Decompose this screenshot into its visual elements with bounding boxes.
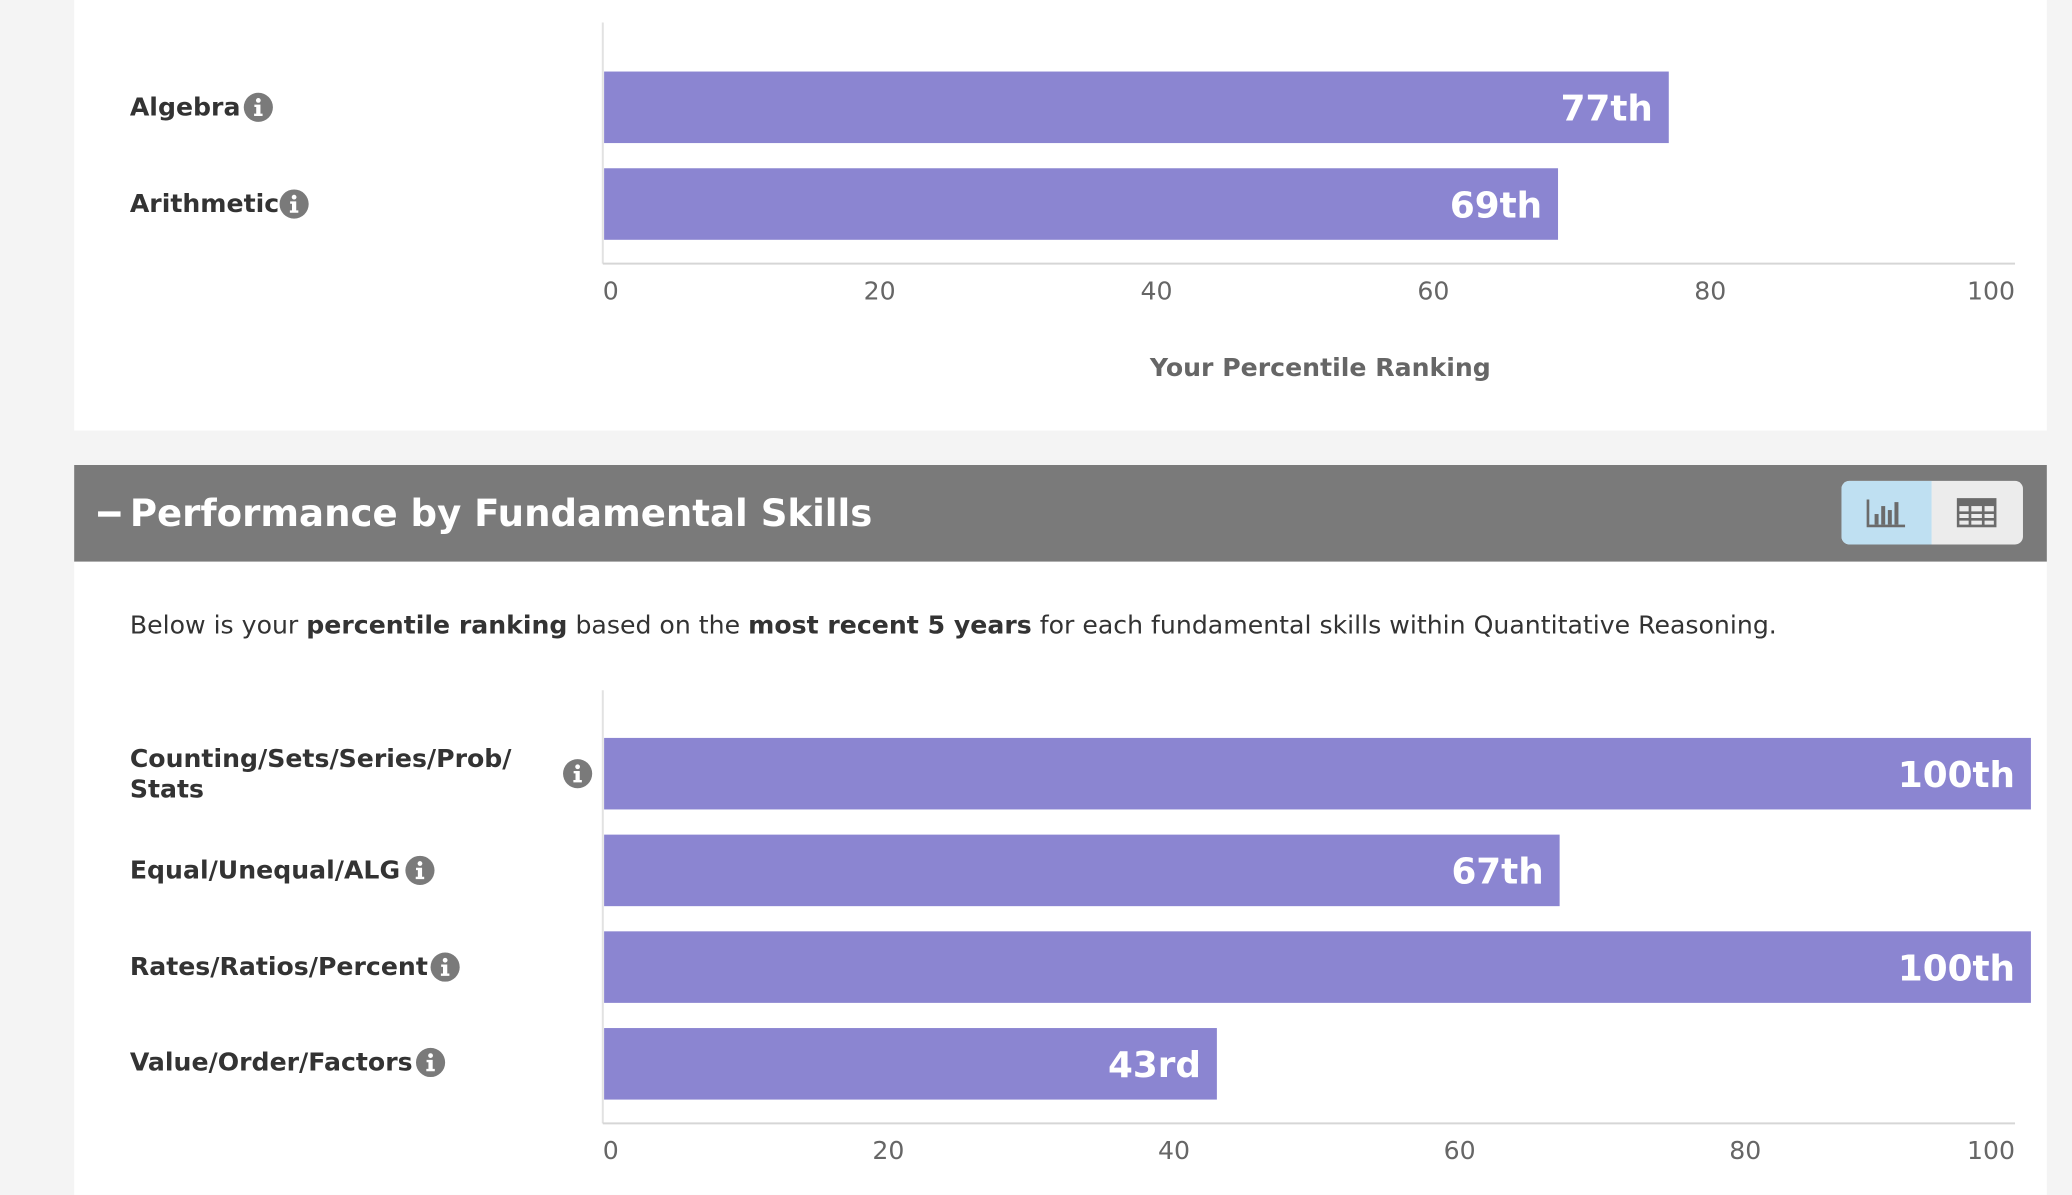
x-tick-label: 20 [872,1136,904,1165]
info-icon[interactable] [242,91,274,123]
x-axis-title: Your Percentile Ranking [1149,353,1491,383]
bar [604,1028,1217,1100]
category-label-counting: Counting/Sets/Series/Prob/ Stats [129,744,512,805]
bar [604,931,2031,1003]
bar-value-label: 100th [1898,948,2015,989]
category-label-algebra: Algebra [129,92,241,122]
info-icon[interactable] [415,1047,447,1079]
category-label-rates-ratios: Rates/Ratios/Percent [129,952,428,982]
collapse-icon[interactable] [98,511,121,517]
category-label-value-order: Value/Order/Factors [129,1047,413,1078]
section-title: Performance by Fundamental Skills [129,491,873,536]
info-icon[interactable] [404,854,436,886]
x-tick-label: 40 [1141,276,1173,305]
bar [604,834,1560,907]
bar [604,71,1669,144]
category-label-equal-unequal: Equal/Unequal/ALG [129,855,401,885]
x-tick-label: 80 [1729,1136,1761,1165]
bar-chart-icon [1866,499,1906,528]
x-tick-label: 0 [603,1136,619,1165]
category-label-arithmetic: Arithmetic [129,189,280,219]
table-grid-icon [1956,498,1997,528]
bar [604,737,2031,810]
section-header: Performance by Fundamental Skills [74,465,2047,562]
view-toggle [1841,480,2023,545]
x-tick-label: 100 [1967,1136,2015,1165]
section-description: Below is your percentile ranking based o… [129,610,1777,640]
info-icon[interactable] [278,188,310,220]
table-view-button[interactable] [1932,481,2022,545]
x-tick-label: 0 [603,276,619,305]
x-tick-label: 20 [864,276,896,305]
x-tick-label: 60 [1417,276,1449,305]
bar-value-label: 43rd [1108,1045,1201,1086]
x-tick-label: 100 [1967,276,2015,305]
bar-value-label: 77th [1561,89,1653,130]
info-icon[interactable] [562,758,594,790]
bar-value-label: 67th [1451,852,1543,893]
x-tick-label: 60 [1444,1136,1476,1165]
bar-value-label: 69th [1450,185,1542,226]
bar-value-label: 100th [1898,755,2015,796]
chart-view-button[interactable] [1841,480,1932,545]
x-tick-label: 80 [1694,276,1726,305]
info-icon[interactable] [429,951,461,983]
x-tick-label: 40 [1158,1136,1190,1165]
left-rail [50,0,75,1195]
bar [604,168,1559,240]
bar-chart-general-skills: 77th 69th 0 20 40 60 80 100 [601,22,2016,305]
